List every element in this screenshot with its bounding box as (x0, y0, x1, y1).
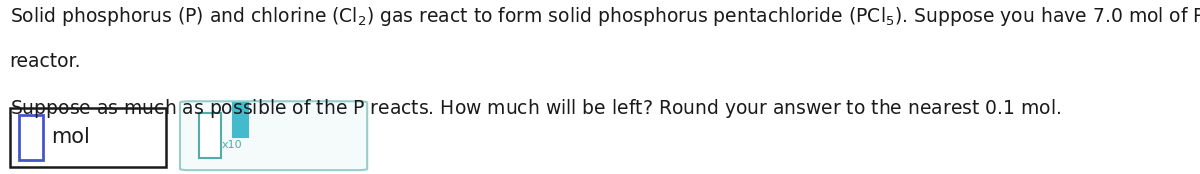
Text: x10: x10 (222, 140, 242, 150)
Text: reactor.: reactor. (10, 52, 82, 71)
Text: mol: mol (52, 128, 90, 147)
Text: Solid phosphorus $\mathregular{(P)}$ and chlorine $\mathregular{(Cl_2)}$ gas rea: Solid phosphorus $\mathregular{(P)}$ and… (10, 5, 1200, 28)
Text: Suppose as much as possible of the $\mathregular{P}$ reacts. How much will be le: Suppose as much as possible of the $\mat… (10, 97, 1061, 120)
